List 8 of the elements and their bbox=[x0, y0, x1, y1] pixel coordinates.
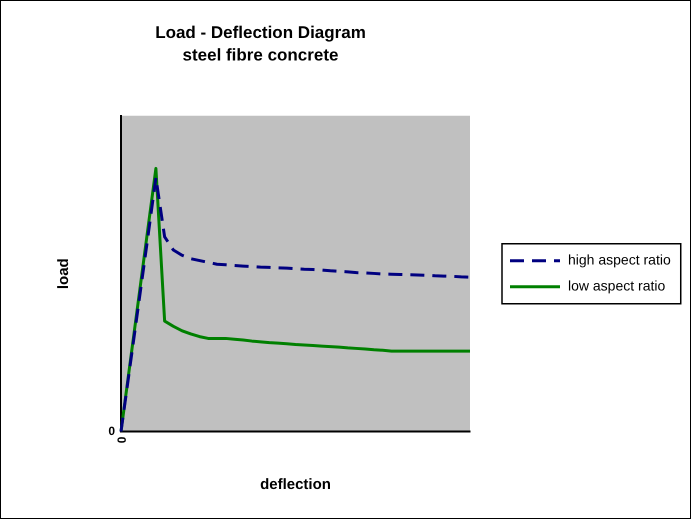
text: 0 bbox=[108, 424, 116, 438]
legend-label: high aspect ratio bbox=[568, 252, 671, 268]
text: 0 bbox=[114, 436, 129, 444]
chart-subtitle: steel fibre concrete bbox=[182, 45, 338, 64]
x-axis-title: deflection bbox=[260, 476, 331, 494]
y-axis-title: load bbox=[55, 258, 72, 290]
chart-title: Load - Deflection Diagram bbox=[155, 22, 366, 42]
legend-label: low aspect ratio bbox=[568, 278, 666, 294]
